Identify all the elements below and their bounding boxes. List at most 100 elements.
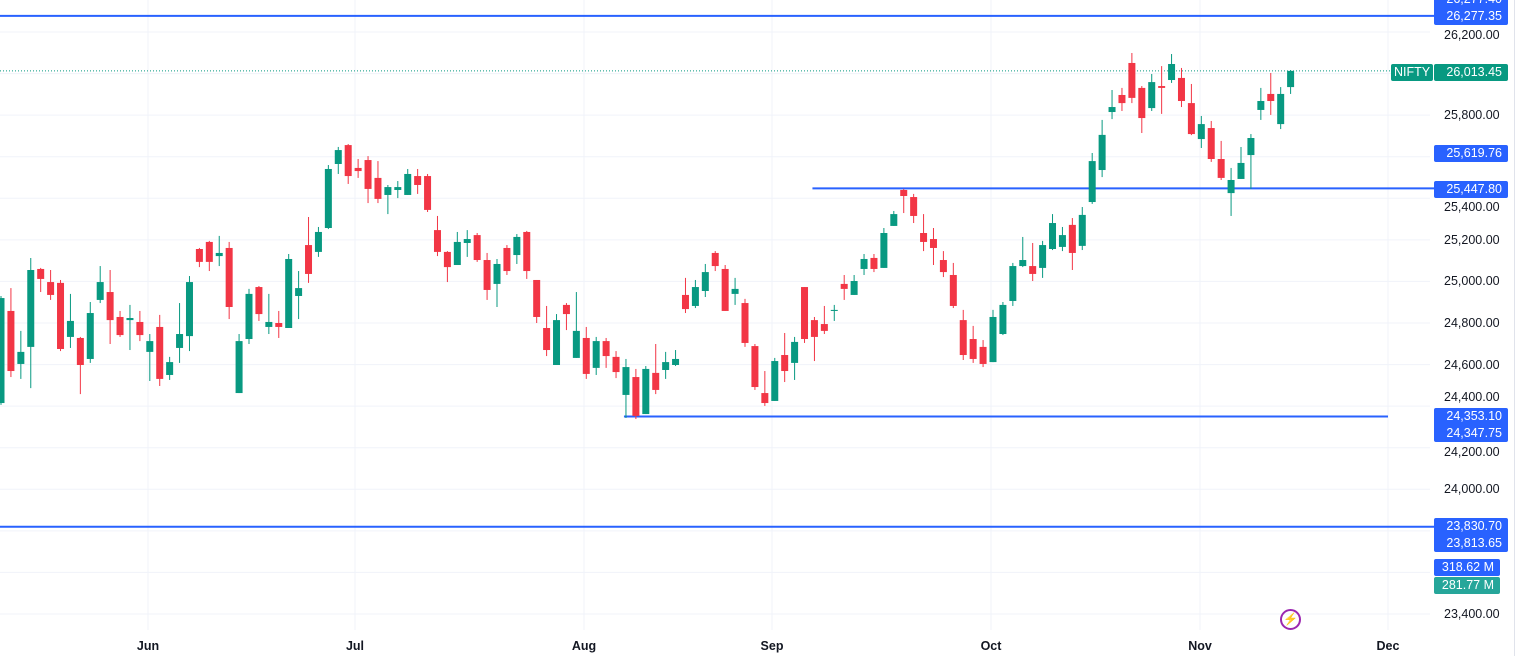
candle xyxy=(1148,73,1156,111)
candle-body xyxy=(1148,82,1156,109)
candle xyxy=(483,252,491,300)
candle xyxy=(1177,67,1185,108)
candle-body xyxy=(1118,94,1126,104)
candle xyxy=(166,356,174,380)
candle xyxy=(632,368,640,420)
candle-body xyxy=(969,339,977,359)
candle xyxy=(1197,115,1205,148)
candle-body xyxy=(652,372,660,390)
candle xyxy=(116,310,124,337)
candle xyxy=(652,343,660,395)
candle-body xyxy=(483,260,491,290)
candle-body xyxy=(761,393,769,404)
lightning-alert-icon[interactable]: ⚡ xyxy=(1280,609,1301,630)
candle xyxy=(354,159,362,178)
candle-body xyxy=(57,282,65,349)
candle-body xyxy=(1217,159,1225,178)
candle xyxy=(989,309,997,363)
x-tick-label: Nov xyxy=(1188,639,1212,653)
candle-body xyxy=(632,377,640,416)
candle xyxy=(979,340,987,368)
candle-body xyxy=(384,187,392,195)
candle xyxy=(771,357,779,401)
candle-body xyxy=(1237,162,1245,179)
candle xyxy=(1029,242,1037,282)
candle xyxy=(265,293,273,335)
candle xyxy=(314,226,322,257)
candle xyxy=(364,156,372,204)
candle-body xyxy=(622,367,630,395)
candle xyxy=(949,262,957,309)
candle xyxy=(1237,146,1245,179)
candle-body xyxy=(364,160,372,189)
candle-body xyxy=(37,268,45,279)
candle-body xyxy=(185,282,193,337)
candle xyxy=(106,269,114,344)
candle xyxy=(572,292,580,358)
x-tick-label: Aug xyxy=(571,639,597,653)
candle xyxy=(1158,66,1166,114)
candle-body xyxy=(374,177,382,199)
candle-body xyxy=(582,337,590,374)
candle-body xyxy=(711,252,719,267)
candle-body xyxy=(205,241,213,262)
candle xyxy=(1088,152,1096,204)
candle xyxy=(731,277,739,305)
candle-body xyxy=(1287,70,1295,88)
candle xyxy=(1039,240,1047,278)
candle xyxy=(1227,167,1235,216)
candle xyxy=(622,358,630,418)
candle xyxy=(890,210,898,226)
candle xyxy=(57,279,65,352)
candle-body xyxy=(66,320,74,337)
y-tick-label: 25,000.00 xyxy=(1444,274,1500,289)
candle xyxy=(493,258,501,307)
candle-body xyxy=(225,247,233,307)
candle xyxy=(1098,119,1106,178)
candle-body xyxy=(1049,223,1057,250)
candle xyxy=(324,165,332,230)
candle-body xyxy=(1078,214,1086,246)
candle-body xyxy=(513,236,521,256)
candle-body xyxy=(166,362,174,375)
horizontal-lines[interactable] xyxy=(0,14,1434,528)
candle xyxy=(255,286,263,321)
x-tick-label: Jun xyxy=(136,639,160,653)
candle-body xyxy=(840,283,848,289)
candle-body xyxy=(1128,62,1136,98)
candle-body xyxy=(453,241,461,266)
last-price-label: 26,013.45 xyxy=(1434,64,1508,81)
candle xyxy=(553,314,561,365)
candle xyxy=(1009,262,1017,306)
candle xyxy=(473,233,481,262)
candle-body xyxy=(1177,77,1185,102)
candle xyxy=(1118,87,1126,111)
candle-body xyxy=(1138,87,1146,119)
candle xyxy=(47,269,55,300)
candles xyxy=(0,52,1295,420)
price-label-support: 24,353.10 24,347.75 xyxy=(1434,408,1508,442)
candle-body xyxy=(106,292,114,321)
candle-body xyxy=(265,321,273,327)
candle-body xyxy=(443,251,451,268)
candle-body xyxy=(900,189,908,197)
candle xyxy=(900,188,908,214)
x-tick-label: Dec xyxy=(1376,639,1400,653)
candle-body xyxy=(870,257,878,269)
candle-body xyxy=(1207,128,1215,160)
candle xyxy=(503,245,511,275)
candle-body xyxy=(890,214,898,226)
candle xyxy=(334,146,342,174)
candle-body xyxy=(394,187,402,190)
candle xyxy=(1267,72,1275,115)
candle-body xyxy=(1247,138,1255,156)
candle xyxy=(463,230,471,257)
candle xyxy=(791,336,799,380)
candle xyxy=(37,267,45,293)
candle xyxy=(66,293,74,348)
y-tick-label: 25,800.00 xyxy=(1444,108,1500,123)
symbol-label: NIFTY xyxy=(1391,64,1433,81)
candle-body xyxy=(86,313,94,359)
candle xyxy=(701,263,709,298)
